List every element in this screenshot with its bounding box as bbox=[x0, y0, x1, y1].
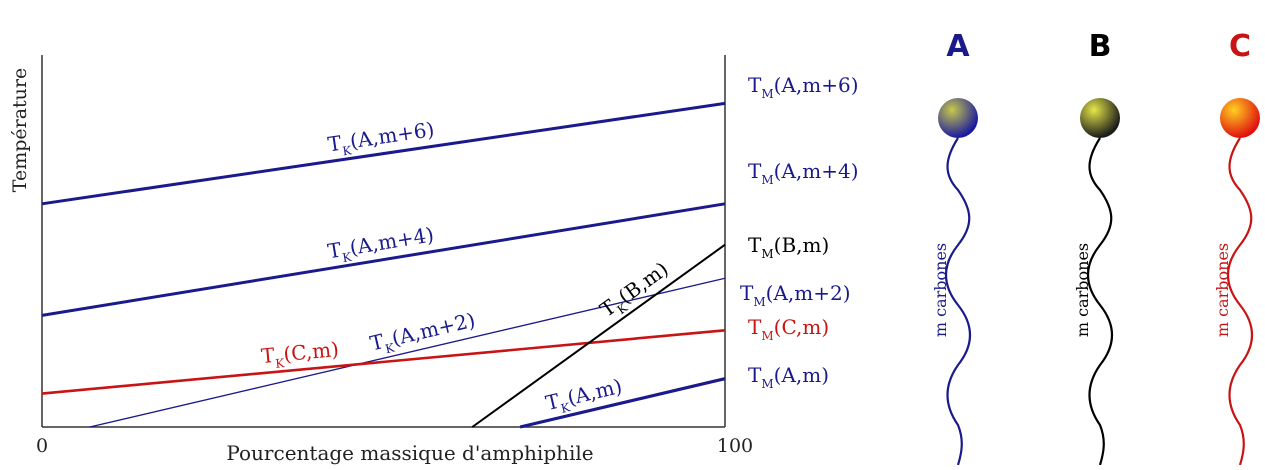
series-line-4 bbox=[41, 328, 726, 395]
molecule-a: Am carbones bbox=[931, 29, 978, 466]
molecule-head-c bbox=[1220, 98, 1260, 138]
molecule-letter-c: C bbox=[1229, 29, 1251, 64]
series-label-5: TK(B,m) bbox=[596, 257, 676, 325]
series-line-3 bbox=[89, 277, 726, 428]
series-line-6 bbox=[519, 377, 726, 429]
series-label-layer: TK(A,m+6)TM(A,m+6)TK(A,m+4)TM(A,m+4)TK(A… bbox=[260, 73, 859, 416]
series-end-label-2: TM(A,m+4) bbox=[748, 159, 859, 187]
series-line-2 bbox=[41, 202, 726, 317]
series-layer bbox=[41, 101, 726, 429]
series-end-label-1: TM(A,m+6) bbox=[748, 73, 859, 101]
molecule-c: Cm carbones bbox=[1213, 29, 1260, 466]
series-label-3: TK(A,m+2) bbox=[368, 308, 479, 360]
x-axis-label: Pourcentage massique d'amphiphile bbox=[226, 441, 593, 465]
x-tick-label-100: 100 bbox=[717, 435, 753, 457]
molecule-letter-a: A bbox=[946, 29, 970, 64]
molecule-letter-b: B bbox=[1089, 29, 1112, 64]
molecule-label-b: m carbones bbox=[1073, 243, 1092, 337]
series-end-label-6: TM(A,m) bbox=[748, 363, 829, 391]
y-axis-label: Température bbox=[9, 68, 31, 192]
molecule-label-c: m carbones bbox=[1213, 243, 1232, 337]
series-end-label-5: TM(B,m) bbox=[748, 233, 829, 261]
series-end-label-3: TM(A,m+2) bbox=[740, 281, 851, 309]
molecule-head-b bbox=[1080, 98, 1120, 138]
molecule-head-a bbox=[938, 98, 978, 138]
x-tick-label-0: 0 bbox=[36, 435, 48, 457]
series-line-1 bbox=[41, 101, 726, 206]
molecule-tail-a bbox=[945, 137, 971, 466]
series-line-5 bbox=[471, 243, 726, 428]
series-label-4: TK(C,m) bbox=[260, 337, 340, 372]
molecule-tail-c bbox=[1227, 137, 1253, 466]
series-end-label-4: TM(C,m) bbox=[748, 315, 829, 343]
molecule-label-a: m carbones bbox=[931, 243, 950, 337]
molecule-tail-b bbox=[1087, 137, 1113, 466]
molecule-b: Bm carbones bbox=[1073, 29, 1120, 466]
